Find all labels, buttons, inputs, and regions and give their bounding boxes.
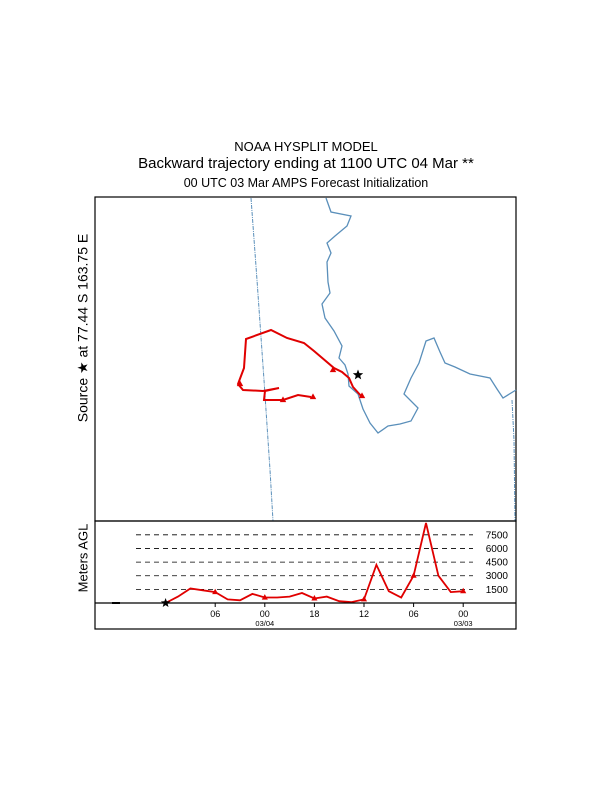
altitude-grid: 1500 3000 4500 6000 7500 <box>136 530 508 596</box>
time-tick-label: 00 <box>458 609 468 619</box>
coastline <box>321 197 517 434</box>
trajectory-marker <box>309 393 317 400</box>
chart-subtitle: 00 UTC 03 Mar AMPS Forecast Initializati… <box>183 176 429 190</box>
meridian-line <box>511 399 516 522</box>
height-marker <box>261 594 268 600</box>
map-panel <box>236 197 517 522</box>
height-marker <box>360 595 368 602</box>
chart-title: Backward trajectory ending at 1100 UTC 0… <box>138 155 474 172</box>
altitude-label: 1500 <box>486 585 509 596</box>
time-tick-label: 12 <box>359 609 369 619</box>
trajectory-marker <box>329 366 337 373</box>
height-marker <box>410 572 417 578</box>
altitude-label: 4500 <box>486 558 509 569</box>
trajectory-marker <box>279 396 287 403</box>
altitude-label: 6000 <box>486 544 509 555</box>
height-marker <box>212 588 219 595</box>
height-marker <box>460 587 467 594</box>
trajectory-marker <box>236 380 244 387</box>
source-star-icon <box>352 369 364 380</box>
time-tick-label: 06 <box>409 609 419 619</box>
date-label: 03/03 <box>454 619 473 628</box>
height-profile <box>160 522 467 607</box>
altitude-label: 3000 <box>486 571 509 582</box>
altitude-label: 7500 <box>486 530 509 541</box>
model-title: NOAA HYSPLIT MODEL <box>234 139 378 154</box>
date-label: 03/04 <box>255 619 274 628</box>
height-marker <box>311 595 318 601</box>
time-tick-label: 00 <box>260 609 270 619</box>
time-tick-label: 18 <box>309 609 319 619</box>
meridian-line <box>250 197 274 522</box>
height-frame <box>94 520 517 630</box>
map-frame <box>94 196 517 522</box>
trajectory-marker <box>358 392 366 399</box>
trajectory-path <box>236 328 363 401</box>
time-tick-label: 06 <box>210 609 220 619</box>
